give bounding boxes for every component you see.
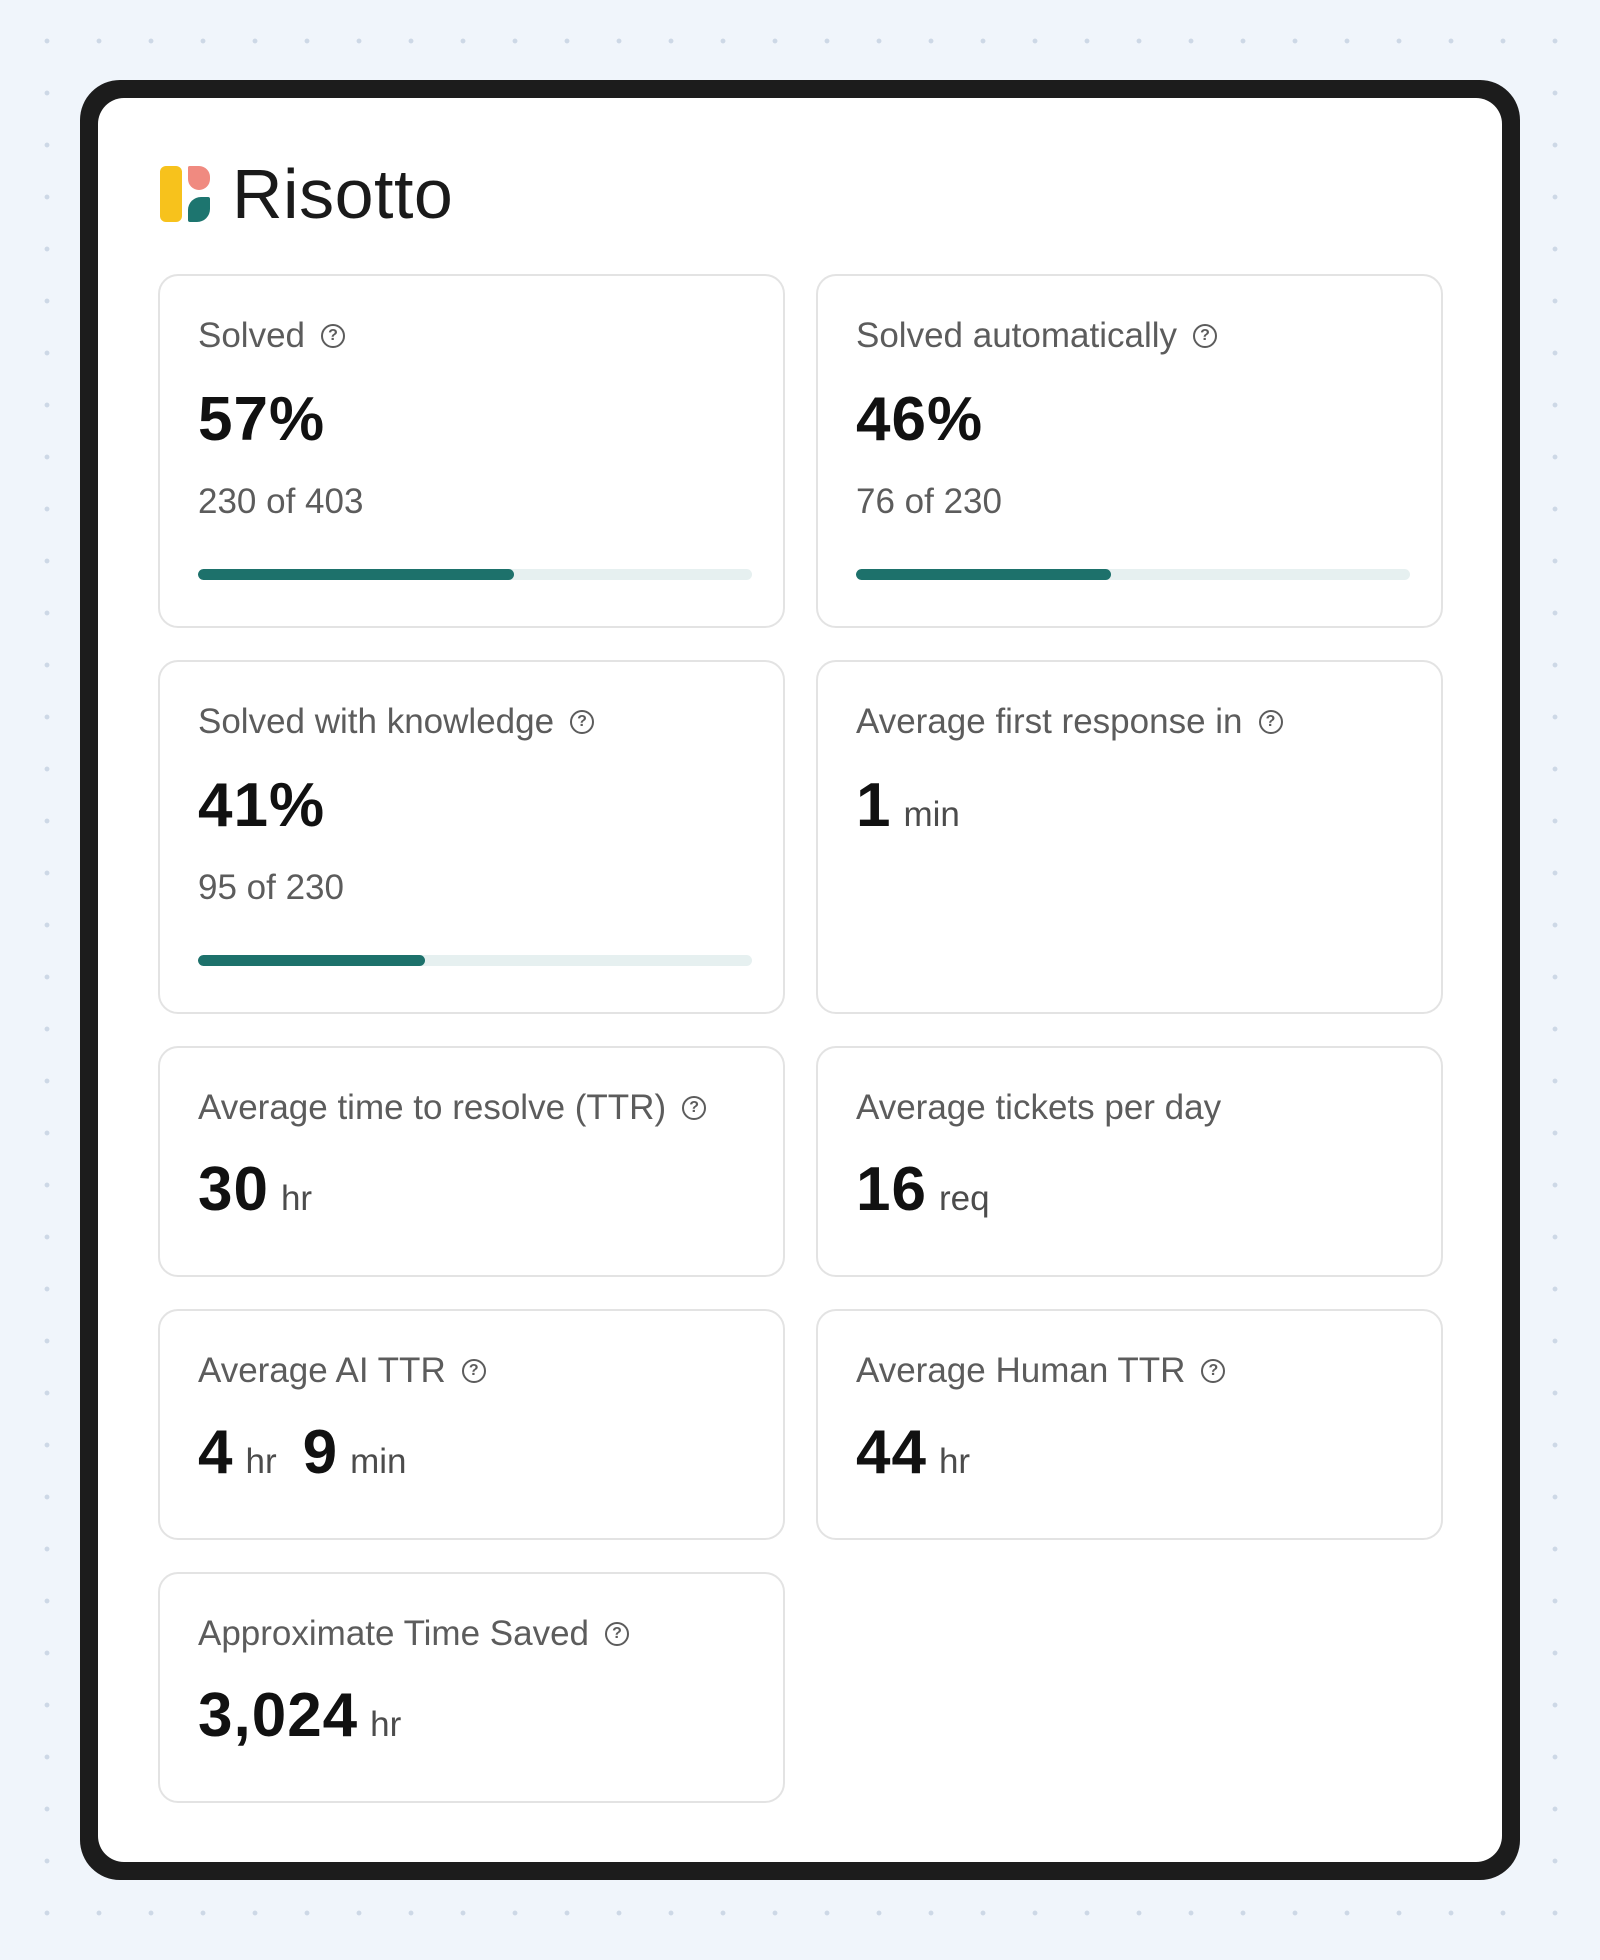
risotto-logo-icon <box>160 166 212 222</box>
brand-header: Risotto <box>160 154 453 234</box>
card-label: Solved ? <box>198 314 346 358</box>
metric-value: 57% <box>198 385 326 454</box>
progress-fill <box>198 569 514 580</box>
help-circle-icon[interactable]: ? <box>1201 1359 1226 1383</box>
card-average-human-ttr: Average Human TTR ? 44 hr <box>816 1309 1443 1540</box>
card-label: Average Human TTR ? <box>856 1349 1226 1393</box>
progress-bar <box>856 569 1410 580</box>
card-label: Approximate Time Saved ? <box>198 1612 630 1656</box>
metric-value: 16 req <box>856 1155 990 1224</box>
card-solved: Solved ? 57% 230 of 403 <box>158 274 785 628</box>
metric-value: 41% <box>198 771 326 840</box>
card-solved-with-knowledge: Solved with knowledge ? 41% 95 of 230 <box>158 660 785 1014</box>
progress-fill <box>198 955 426 966</box>
card-label: Average tickets per day <box>856 1088 1222 1127</box>
progress-fill <box>856 569 1111 580</box>
metric-value: 4 hr 9 min <box>198 1418 407 1487</box>
help-circle-icon[interactable]: ? <box>570 710 595 734</box>
help-circle-icon[interactable]: ? <box>682 1096 707 1120</box>
card-average-ttr: Average time to resolve (TTR) ? 30 hr <box>158 1046 785 1277</box>
progress-bar <box>198 955 752 966</box>
metric-subtext: 95 of 230 <box>198 868 344 907</box>
metric-value: 1 min <box>856 771 960 840</box>
metric-value: 44 hr <box>856 1418 971 1487</box>
progress-bar <box>198 569 752 580</box>
card-approximate-time-saved: Approximate Time Saved ? 3,024 hr <box>158 1572 785 1803</box>
card-average-first-response: Average first response in ? 1 min <box>816 660 1443 1014</box>
help-circle-icon[interactable]: ? <box>321 324 346 348</box>
help-circle-icon[interactable]: ? <box>461 1359 486 1383</box>
brand-name: Risotto <box>232 155 454 233</box>
metric-value: 30 hr <box>198 1155 313 1224</box>
metric-value: 3,024 hr <box>198 1681 402 1750</box>
card-label: Average first response in ? <box>856 700 1283 744</box>
card-average-tickets-per-day: Average tickets per day 16 req <box>816 1046 1443 1277</box>
dashboard-panel: Risotto Solved ? 57% 230 of 403 Solved a… <box>98 98 1502 1862</box>
card-solved-automatically: Solved automatically ? 46% 76 of 230 <box>816 274 1443 628</box>
card-label: Solved automatically ? <box>856 314 1217 358</box>
card-average-ai-ttr: Average AI TTR ? 4 hr 9 min <box>158 1309 785 1540</box>
metric-subtext: 76 of 230 <box>856 482 1002 521</box>
metric-subtext: 230 of 403 <box>198 482 364 521</box>
card-label: Solved with knowledge ? <box>198 700 595 744</box>
card-label: Average AI TTR ? <box>198 1349 486 1393</box>
device-frame: Risotto Solved ? 57% 230 of 403 Solved a… <box>80 80 1520 1880</box>
help-circle-icon[interactable]: ? <box>1258 710 1283 734</box>
help-circle-icon[interactable]: ? <box>1193 324 1217 348</box>
card-label: Average time to resolve (TTR) ? <box>198 1086 707 1130</box>
help-circle-icon[interactable]: ? <box>605 1622 630 1646</box>
metric-value: 46% <box>856 385 984 454</box>
